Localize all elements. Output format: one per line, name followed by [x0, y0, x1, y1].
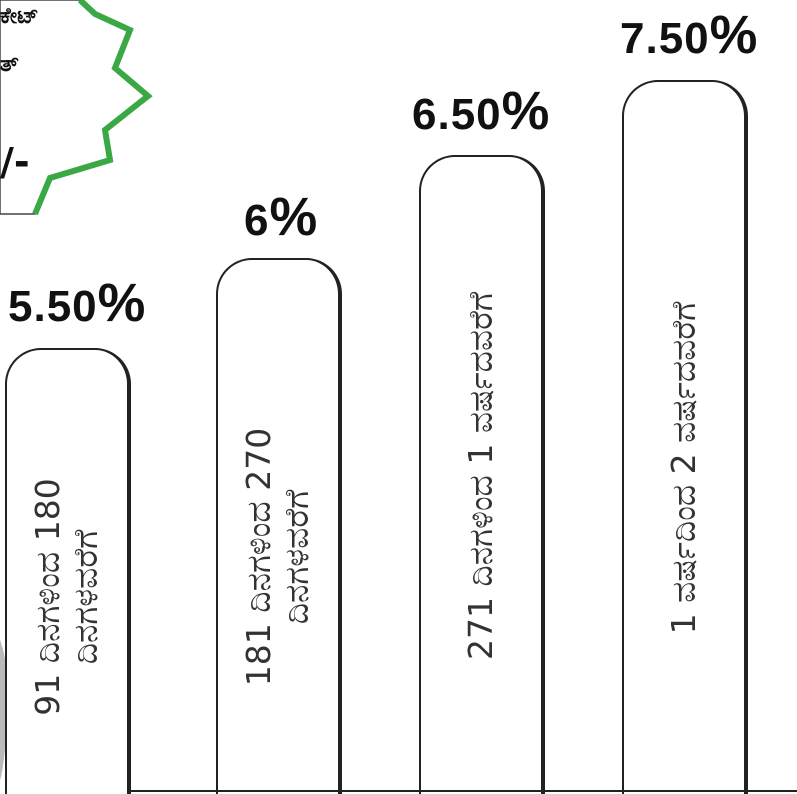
rate-pillar-181-270: 181 ದಿನಗಳಿಂದ 270 ದಿನಗಳವರೆಗೆ [216, 258, 342, 794]
baseline-divider [130, 790, 797, 792]
tenure-label-line1: 91 ದಿನಗಳಿಂದ 180 [28, 478, 68, 716]
rate-value: 6.50 [412, 90, 502, 139]
percent-sign: % [269, 187, 319, 247]
tenure-label-line1: 1 ವರ್ಷದಿಂದ 2 ವರ್ಷದವರೆಗೆ [664, 301, 704, 635]
tenure-label-line1: 271 ದಿನಗಳಿಂದ 1 ವರ್ಷದವರೆಗೆ [461, 291, 501, 660]
tenure-label-line2: ದಿನಗಳವರೆಗೆ [66, 529, 105, 665]
rate-value: 6 [244, 196, 270, 245]
rate-label-181-270: 6% [244, 186, 318, 248]
offer-starburst-badge [0, 0, 153, 216]
rate-label-91-180: 5.50% [8, 272, 146, 334]
tenure-label-line1: 181 ದಿನಗಳಿಂದ 270 [239, 427, 279, 687]
rate-label-271-1yr: 6.50% [412, 80, 550, 142]
tenure-label: 91 ದಿನಗಳಿಂದ 180 ದಿನಗಳವರೆಗೆ [28, 478, 105, 716]
percent-sign: % [501, 81, 551, 141]
starburst-green-edge [32, 0, 153, 216]
percent-sign: % [709, 5, 759, 65]
tenure-label: 1 ವರ್ಷದಿಂದ 2 ವರ್ಷದವರೆಗೆ [664, 301, 704, 635]
tenure-label-line2: ದಿನಗಳವರೆಗೆ [277, 489, 316, 625]
rate-pillar-1yr-2yr: 1 ವರ್ಷದಿಂದ 2 ವರ್ಷದವರೆಗೆ [622, 80, 748, 794]
rate-pillar-91-180: 91 ದಿನಗಳಿಂದ 180 ದಿನಗಳವರೆಗೆ [5, 348, 131, 794]
badge-line-1: ಕೇಟ್ [0, 4, 39, 29]
rate-pillar-271-1yr: 271 ದಿನಗಳಿಂದ 1 ವರ್ಷದವರೆಗೆ [419, 155, 545, 794]
rate-value: 5.50 [8, 282, 98, 331]
rate-label-1yr-2yr: 7.50% [620, 4, 758, 66]
badge-line-2: ತ್ [0, 52, 19, 77]
tenure-label: 271 ದಿನಗಳಿಂದ 1 ವರ್ಷದವರೆಗೆ [461, 291, 501, 660]
tenure-label: 181 ದಿನಗಳಿಂದ 270 ದಿನಗಳವರೆಗೆ [239, 427, 316, 687]
rate-value: 7.50 [620, 14, 710, 63]
percent-sign: % [97, 273, 147, 333]
badge-line-3: /- [0, 140, 30, 184]
